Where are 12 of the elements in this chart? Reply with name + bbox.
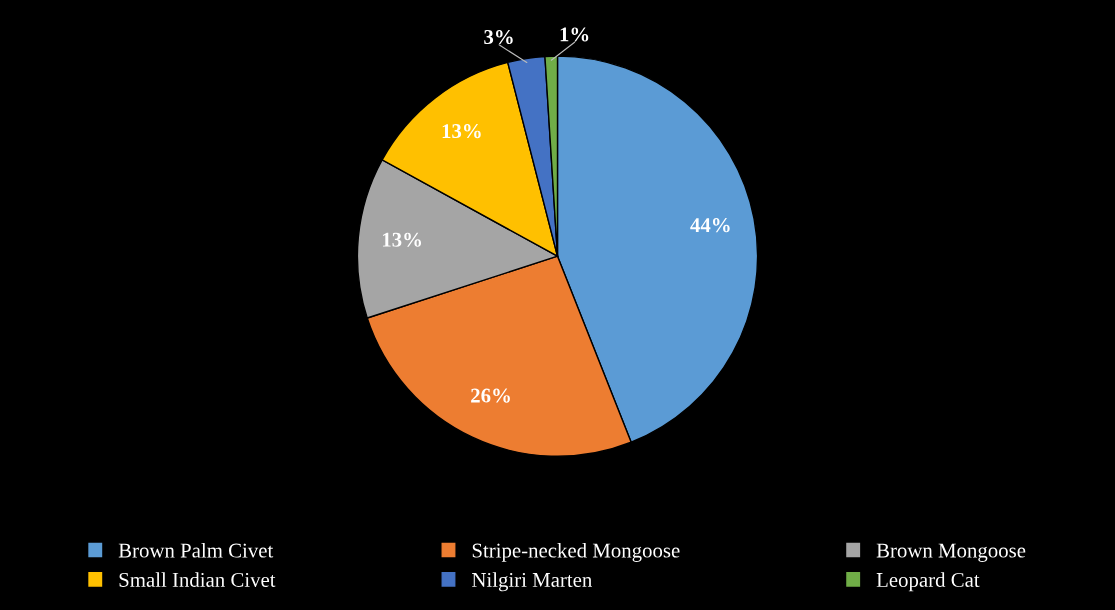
legend-label: Stripe-necked Mongoose [472, 542, 680, 562]
legend-label: Small Indian Civet [119, 572, 276, 587]
legend-label: Brown Mongoose [876, 543, 1026, 562]
data-label: 26% [471, 388, 510, 403]
data-label: 3% [484, 29, 513, 45]
data-label: 13% [442, 124, 481, 139]
legend-label: Leopard Cat [876, 572, 980, 592]
data-label: 1% [560, 27, 589, 42]
data-label: 13% [382, 232, 422, 247]
data-label: 44% [690, 218, 730, 233]
legend-label: Brown Palm Civet [118, 542, 274, 558]
legend-label: Nilgiri Marten [472, 572, 593, 592]
